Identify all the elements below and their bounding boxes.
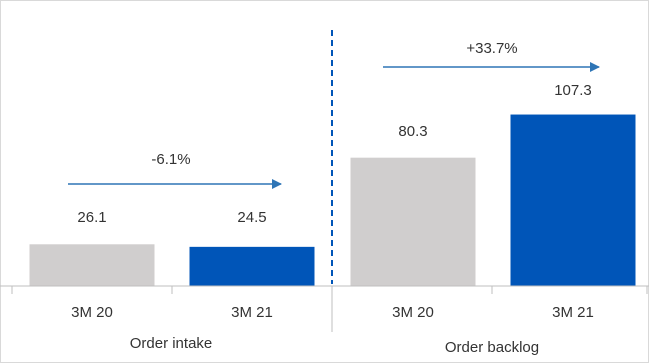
bar-value-label: 80.3 [398, 123, 427, 140]
bar-value-label: 26.1 [77, 209, 106, 226]
group-label-order-backlog: Order backlog [445, 339, 539, 356]
x-tick-label: 3M 20 [71, 304, 113, 321]
bar [29, 244, 155, 286]
change-label-order-intake: -6.1% [151, 151, 190, 168]
bar-value-label: 107.3 [554, 82, 592, 99]
x-tick-label: 3M 21 [231, 304, 273, 321]
x-tick-label: 3M 20 [392, 304, 434, 321]
group-label-order-intake: Order intake [130, 335, 213, 352]
bar [189, 246, 315, 286]
bar-value-label: 24.5 [237, 209, 266, 226]
x-tick-label: 3M 21 [552, 304, 594, 321]
bar [350, 157, 476, 286]
change-label-order-backlog: +33.7% [466, 40, 517, 57]
bar [510, 114, 636, 286]
